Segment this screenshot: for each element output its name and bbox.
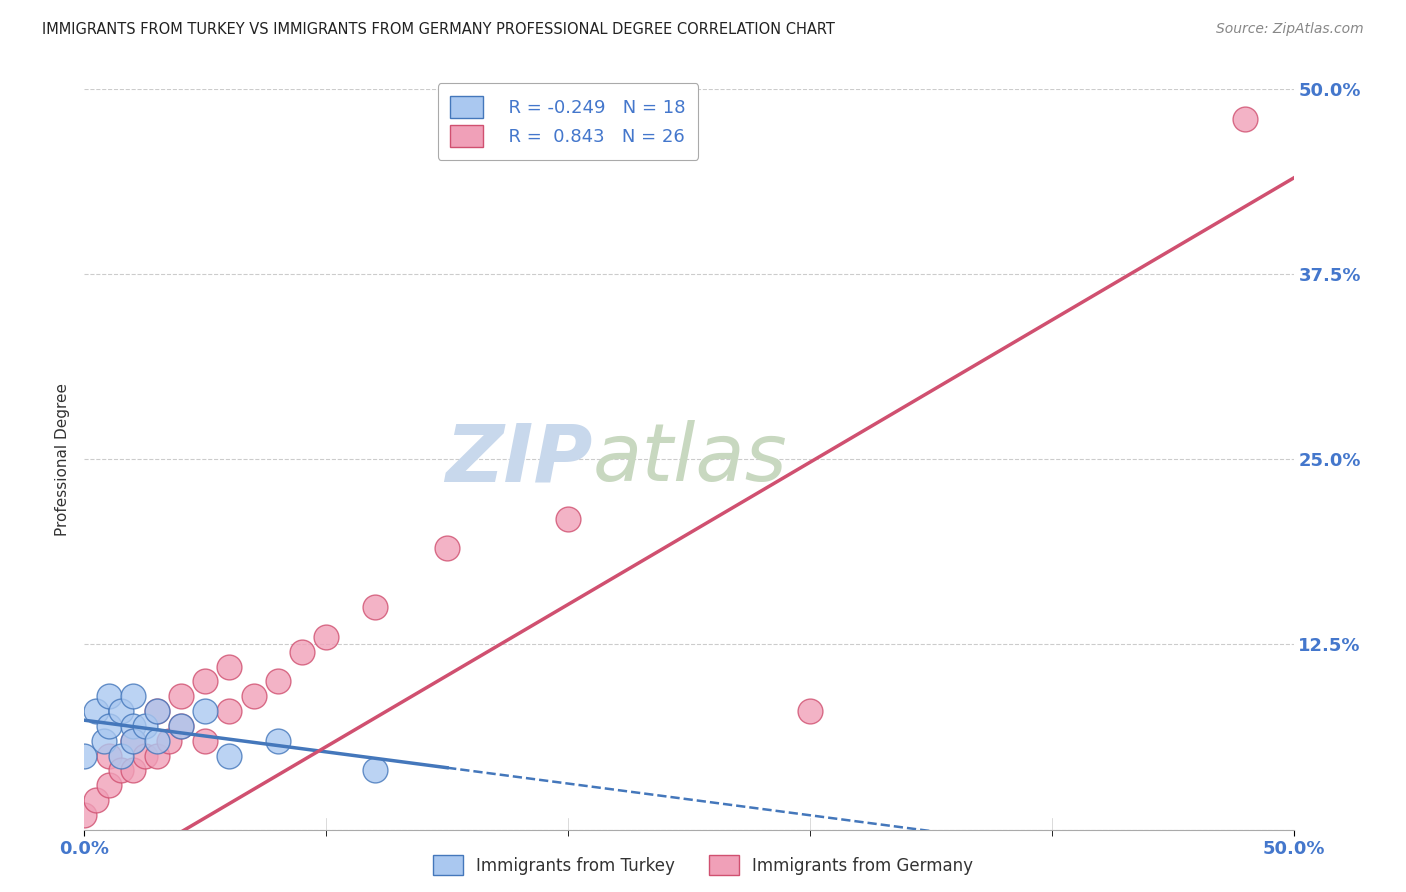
Point — [146, 733, 169, 747]
Point — [291, 645, 314, 659]
Point — [170, 719, 193, 733]
Point — [134, 719, 156, 733]
Point — [97, 778, 120, 792]
Text: IMMIGRANTS FROM TURKEY VS IMMIGRANTS FROM GERMANY PROFESSIONAL DEGREE CORRELATIO: IMMIGRANTS FROM TURKEY VS IMMIGRANTS FRO… — [42, 22, 835, 37]
Point — [146, 704, 169, 718]
Text: ZIP: ZIP — [444, 420, 592, 499]
Point — [73, 748, 96, 763]
Legend:   R = -0.249   N = 18,   R =  0.843   N = 26: R = -0.249 N = 18, R = 0.843 N = 26 — [437, 84, 699, 160]
Y-axis label: Professional Degree: Professional Degree — [55, 383, 70, 536]
Text: Source: ZipAtlas.com: Source: ZipAtlas.com — [1216, 22, 1364, 37]
Point — [146, 704, 169, 718]
Point — [110, 704, 132, 718]
Point — [194, 704, 217, 718]
Point — [86, 704, 108, 718]
Point — [121, 733, 143, 747]
Point — [73, 807, 96, 822]
Point — [134, 748, 156, 763]
Point — [194, 733, 217, 747]
Point — [97, 690, 120, 704]
Point — [242, 690, 264, 704]
Point — [146, 748, 169, 763]
Point — [436, 541, 458, 556]
Text: atlas: atlas — [592, 420, 787, 499]
Point — [93, 733, 115, 747]
Legend: Immigrants from Turkey, Immigrants from Germany: Immigrants from Turkey, Immigrants from … — [425, 847, 981, 884]
Point — [557, 511, 579, 525]
Point — [267, 733, 290, 747]
Point — [363, 764, 385, 778]
Point — [157, 733, 180, 747]
Point — [110, 748, 132, 763]
Point — [170, 690, 193, 704]
Point — [363, 600, 385, 615]
Point — [315, 630, 337, 644]
Point — [267, 674, 290, 689]
Point — [218, 748, 240, 763]
Point — [194, 674, 217, 689]
Point — [110, 764, 132, 778]
Point — [121, 719, 143, 733]
Point — [97, 719, 120, 733]
Point — [1234, 112, 1257, 126]
Point — [121, 690, 143, 704]
Point — [799, 704, 821, 718]
Point — [121, 764, 143, 778]
Point — [218, 704, 240, 718]
Point — [170, 719, 193, 733]
Point — [97, 748, 120, 763]
Point — [86, 793, 108, 807]
Point — [218, 659, 240, 673]
Point — [121, 733, 143, 747]
